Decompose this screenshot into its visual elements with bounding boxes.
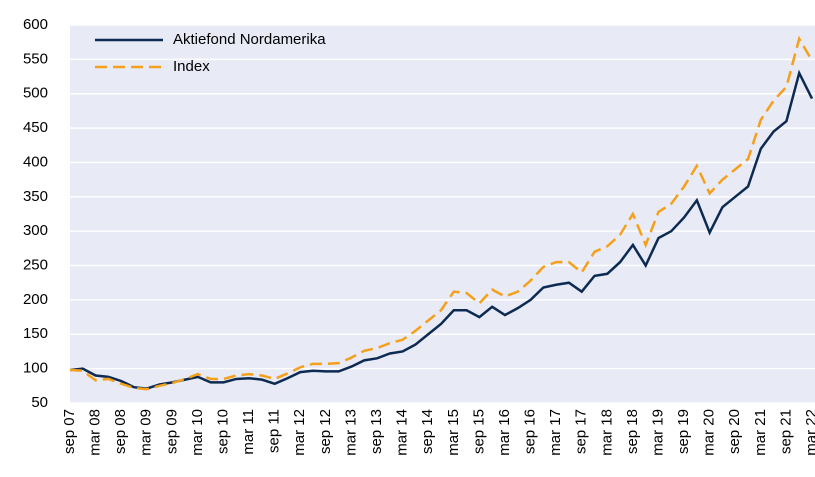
line (69, 35, 814, 391)
x-tick-label: mar 09 (138, 409, 155, 456)
x-tick-label: sep 13 (368, 409, 385, 454)
line (69, 69, 814, 390)
x-tick-label: sep 11 (266, 409, 283, 453)
y-tick-label: 400 (23, 153, 48, 170)
x-tick-label: sep 08 (112, 409, 129, 454)
x-tick-label: sep 19 (675, 409, 692, 454)
y-tick-label: 50 (31, 394, 48, 411)
x-tick-label: mar 16 (496, 409, 513, 456)
x-tick-label: sep 14 (419, 409, 436, 454)
legend-label: Index (173, 58, 210, 75)
x-tick-label: mar 15 (445, 409, 462, 456)
y-tick-label: 450 (23, 119, 48, 136)
x-tick-label: mar 12 (291, 409, 308, 456)
y-tick-label: 550 (23, 50, 48, 67)
x-tick-label: mar 22 (803, 409, 815, 456)
x-tick-label: sep 18 (624, 409, 641, 454)
x-tick-label: mar 11 (240, 409, 257, 455)
x-tick-label: mar 18 (598, 409, 615, 456)
x-tick-label: mar 14 (394, 409, 411, 456)
x-tick-label: sep 12 (317, 409, 334, 454)
y-tick-label: 600 (23, 16, 48, 33)
x-tick-label: sep 20 (726, 409, 743, 454)
y-tick-label: 200 (23, 291, 48, 308)
plot-area (70, 25, 815, 403)
legend-label: Aktiefond Nordamerika (173, 31, 326, 48)
y-tick-label: 250 (23, 257, 48, 274)
x-tick-label: sep 15 (470, 409, 487, 454)
y-tick-label: 500 (23, 85, 48, 102)
x-tick-label: sep 09 (163, 409, 180, 454)
y-tick-label: 300 (23, 222, 48, 239)
x-tick-label: sep 10 (214, 409, 231, 454)
y-tick-label: 100 (23, 360, 48, 377)
y-tick-label: 150 (23, 325, 48, 342)
x-tick-label: sep 17 (573, 409, 590, 454)
x-tick-label: mar 10 (189, 409, 206, 456)
x-tick-label: mar 13 (342, 409, 359, 456)
x-tick-label: mar 20 (701, 409, 718, 456)
x-tick-label: sep 07 (61, 409, 78, 454)
x-tick-label: mar 17 (547, 409, 564, 456)
x-tick-label: mar 08 (87, 409, 104, 456)
x-tick-label: sep 21 (777, 409, 794, 454)
y-tick-label: 350 (23, 188, 48, 205)
x-tick-label: mar 21 (752, 409, 769, 456)
x-tick-label: mar 19 (649, 409, 666, 456)
x-tick-label: sep 16 (522, 409, 539, 454)
